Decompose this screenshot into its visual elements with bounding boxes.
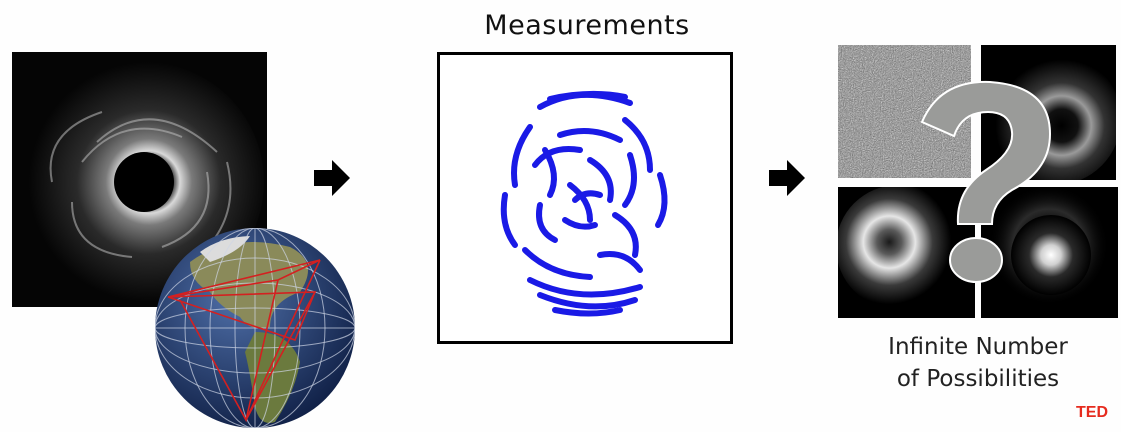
question-mark-icon xyxy=(920,80,1052,283)
globe-svg xyxy=(155,228,355,428)
measurement-arc xyxy=(552,307,623,317)
caption-line-1: Infinite Number xyxy=(888,334,1068,360)
bright-blob-svg xyxy=(981,187,1118,318)
earth-globe xyxy=(150,222,360,428)
measurement-arc xyxy=(557,128,623,143)
caption-line-2: of Possibilities xyxy=(896,366,1060,392)
bright-blob-image xyxy=(981,187,1118,318)
noise-image xyxy=(838,45,971,178)
measurement-arc xyxy=(542,147,557,198)
measurement-arc xyxy=(532,146,583,168)
measurement-arc xyxy=(622,117,653,173)
measurement-arc xyxy=(511,124,533,188)
measurement-arc xyxy=(572,190,603,203)
measurement-arc xyxy=(547,90,628,102)
right-arrow-icon xyxy=(769,160,805,196)
measurement-arc xyxy=(522,247,593,280)
possibilities-caption: Infinite Number of Possibilities xyxy=(838,331,1118,395)
measurement-arc xyxy=(612,212,639,258)
measurement-arc xyxy=(597,251,643,273)
measurement-arc xyxy=(655,172,668,228)
ted-logo: TED xyxy=(1076,404,1108,421)
measurement-arc xyxy=(562,217,598,230)
measurement-arc xyxy=(536,202,558,243)
measurement-arc xyxy=(527,277,643,298)
measurements-title: Measurements xyxy=(484,10,690,41)
black-hole-image xyxy=(12,52,267,307)
measurement-arc xyxy=(622,152,637,208)
measurements-panel xyxy=(437,52,733,344)
measurement-arc xyxy=(537,292,638,310)
right-arrow-icon xyxy=(314,160,350,196)
measurement-arc xyxy=(500,192,518,248)
measurement-arc xyxy=(567,182,593,223)
uv-coverage-plot xyxy=(500,90,668,317)
measurement-arc xyxy=(587,157,614,203)
black-hole-svg xyxy=(12,52,267,307)
